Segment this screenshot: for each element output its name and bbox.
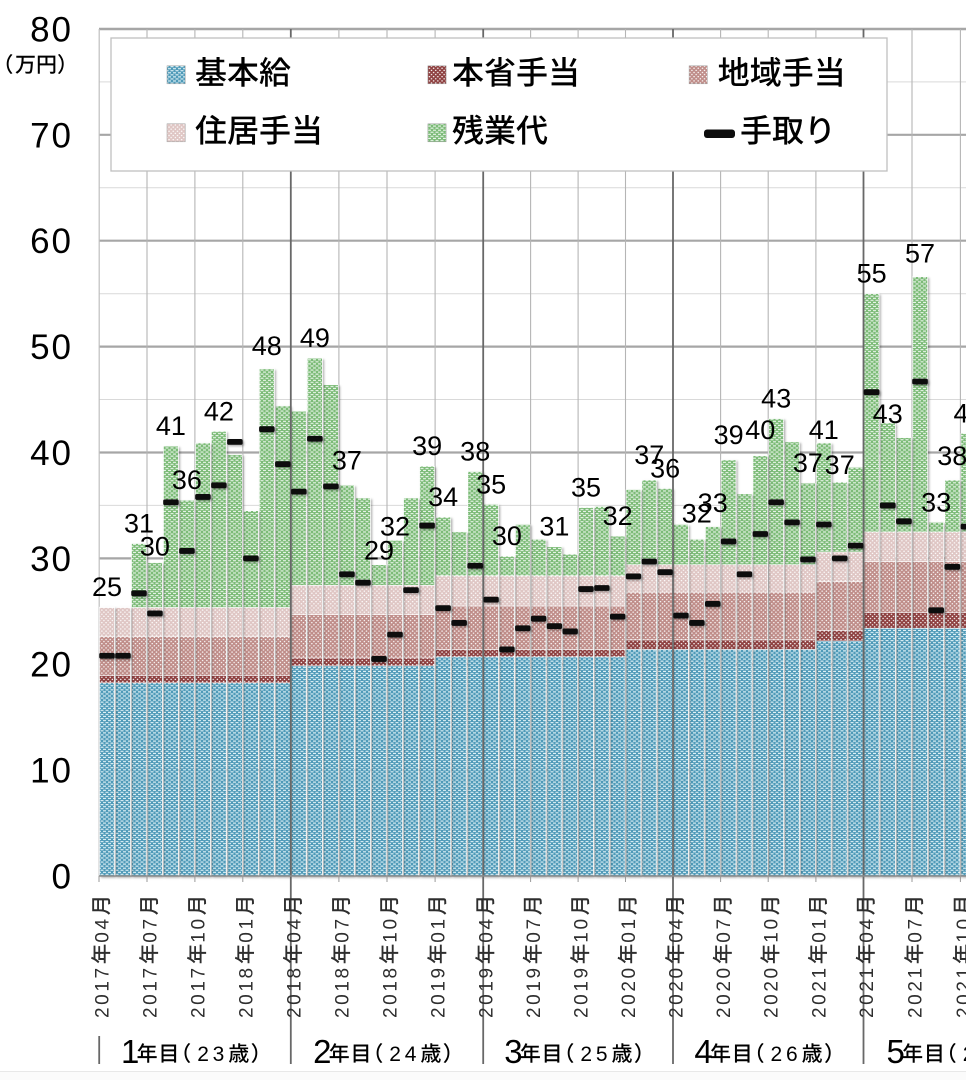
svg-text:04: 04 bbox=[284, 916, 305, 942]
svg-text:2017: 2017 bbox=[93, 965, 114, 1018]
svg-text:30: 30 bbox=[140, 532, 170, 562]
svg-text:40: 40 bbox=[745, 415, 775, 445]
svg-text:39: 39 bbox=[412, 431, 442, 461]
svg-text:70: 70 bbox=[30, 116, 73, 155]
svg-text:23: 23 bbox=[197, 1043, 228, 1066]
svg-text:33: 33 bbox=[921, 487, 951, 517]
svg-text:01: 01 bbox=[809, 916, 830, 942]
svg-text:31: 31 bbox=[124, 509, 154, 539]
svg-text:07: 07 bbox=[332, 916, 353, 942]
svg-text:50: 50 bbox=[30, 328, 73, 367]
svg-text:37: 37 bbox=[634, 440, 664, 470]
svg-text:2019: 2019 bbox=[429, 965, 450, 1018]
svg-text:04: 04 bbox=[93, 916, 114, 942]
svg-text:39: 39 bbox=[714, 420, 744, 450]
svg-text:25: 25 bbox=[580, 1043, 611, 1066]
svg-text:10: 10 bbox=[381, 916, 402, 942]
svg-text:40: 40 bbox=[30, 434, 73, 473]
svg-text:29: 29 bbox=[364, 535, 394, 565]
svg-text:07: 07 bbox=[524, 916, 545, 942]
svg-text:2019: 2019 bbox=[477, 965, 498, 1018]
svg-text:41: 41 bbox=[156, 411, 186, 441]
svg-text:2018: 2018 bbox=[332, 965, 353, 1018]
svg-text:42: 42 bbox=[953, 398, 966, 428]
svg-text:01: 01 bbox=[619, 916, 640, 942]
svg-text:04: 04 bbox=[666, 916, 687, 942]
svg-text:37: 37 bbox=[825, 450, 855, 480]
svg-text:42: 42 bbox=[204, 396, 234, 426]
svg-text:38: 38 bbox=[460, 437, 490, 467]
svg-text:36: 36 bbox=[172, 465, 202, 495]
svg-text:2018: 2018 bbox=[236, 965, 257, 1018]
svg-text:2021: 2021 bbox=[857, 965, 878, 1018]
svg-text:4: 4 bbox=[694, 1033, 712, 1070]
svg-text:36: 36 bbox=[650, 454, 680, 484]
svg-text:2017: 2017 bbox=[188, 965, 209, 1018]
svg-text:80: 80 bbox=[30, 11, 73, 50]
svg-text:01: 01 bbox=[236, 916, 257, 942]
svg-text:35: 35 bbox=[571, 473, 601, 503]
svg-text:2021: 2021 bbox=[906, 965, 927, 1018]
svg-text:07: 07 bbox=[906, 916, 927, 942]
svg-text:26: 26 bbox=[771, 1043, 802, 1066]
svg-text:1: 1 bbox=[121, 1033, 139, 1070]
svg-text:49: 49 bbox=[300, 323, 330, 353]
svg-text:37: 37 bbox=[332, 445, 362, 475]
svg-text:2017: 2017 bbox=[140, 965, 161, 1018]
svg-text:5: 5 bbox=[887, 1033, 905, 1070]
svg-text:20: 20 bbox=[30, 646, 73, 685]
svg-text:04: 04 bbox=[857, 916, 878, 942]
svg-text:2019: 2019 bbox=[524, 965, 545, 1018]
svg-text:24: 24 bbox=[389, 1043, 420, 1066]
svg-text:32: 32 bbox=[380, 511, 410, 541]
svg-text:34: 34 bbox=[428, 482, 458, 512]
svg-text:2021: 2021 bbox=[809, 965, 830, 1018]
svg-text:2020: 2020 bbox=[762, 965, 783, 1018]
svg-text:60: 60 bbox=[30, 222, 73, 261]
svg-text:57: 57 bbox=[905, 239, 935, 269]
svg-text:10: 10 bbox=[30, 752, 73, 791]
svg-text:2021: 2021 bbox=[954, 965, 966, 1018]
svg-text:10: 10 bbox=[188, 916, 209, 942]
svg-text:35: 35 bbox=[476, 469, 506, 499]
svg-text:0: 0 bbox=[52, 858, 73, 897]
svg-text:30: 30 bbox=[30, 540, 73, 579]
svg-text:30: 30 bbox=[492, 521, 522, 551]
svg-text:10: 10 bbox=[572, 916, 593, 942]
svg-text:07: 07 bbox=[714, 916, 735, 942]
svg-text:32: 32 bbox=[603, 501, 633, 531]
svg-text:2018: 2018 bbox=[284, 965, 305, 1018]
svg-text:31: 31 bbox=[539, 512, 569, 542]
svg-text:25: 25 bbox=[92, 572, 122, 602]
svg-text:48: 48 bbox=[252, 331, 282, 361]
svg-text:32: 32 bbox=[682, 498, 712, 528]
svg-text:43: 43 bbox=[873, 399, 903, 429]
svg-text:2018: 2018 bbox=[381, 965, 402, 1018]
svg-text:27: 27 bbox=[963, 1043, 966, 1066]
svg-text:2020: 2020 bbox=[619, 965, 640, 1018]
svg-text:41: 41 bbox=[809, 415, 839, 445]
svg-text:10: 10 bbox=[954, 916, 966, 942]
svg-text:2019: 2019 bbox=[572, 965, 593, 1018]
svg-text:3: 3 bbox=[504, 1033, 522, 1070]
svg-text:2020: 2020 bbox=[666, 965, 687, 1018]
svg-text:55: 55 bbox=[857, 259, 887, 289]
svg-text:2: 2 bbox=[313, 1033, 331, 1070]
svg-text:04: 04 bbox=[477, 916, 498, 942]
svg-text:10: 10 bbox=[762, 916, 783, 942]
svg-text:37: 37 bbox=[793, 448, 823, 478]
svg-text:43: 43 bbox=[761, 384, 791, 414]
svg-text:01: 01 bbox=[429, 916, 450, 942]
svg-text:2020: 2020 bbox=[714, 965, 735, 1018]
svg-text:07: 07 bbox=[140, 916, 161, 942]
svg-text:38: 38 bbox=[937, 441, 966, 471]
svg-text:33: 33 bbox=[698, 488, 728, 518]
